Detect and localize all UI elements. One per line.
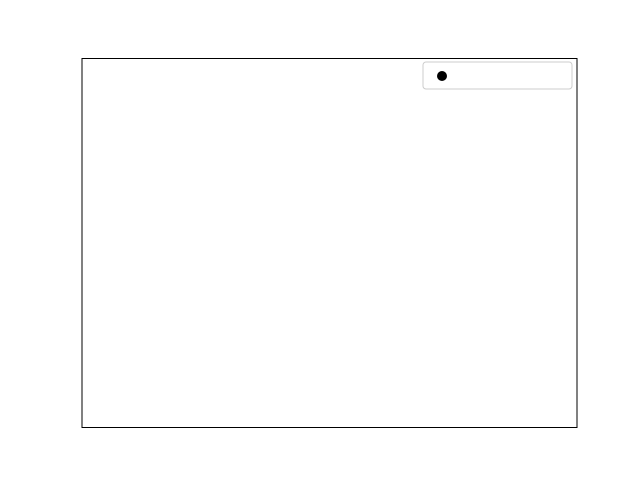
legend: [422, 61, 573, 90]
legend-marker-icon: [437, 71, 447, 81]
axes-frame: [81, 58, 578, 428]
legend-frame: [422, 61, 573, 90]
